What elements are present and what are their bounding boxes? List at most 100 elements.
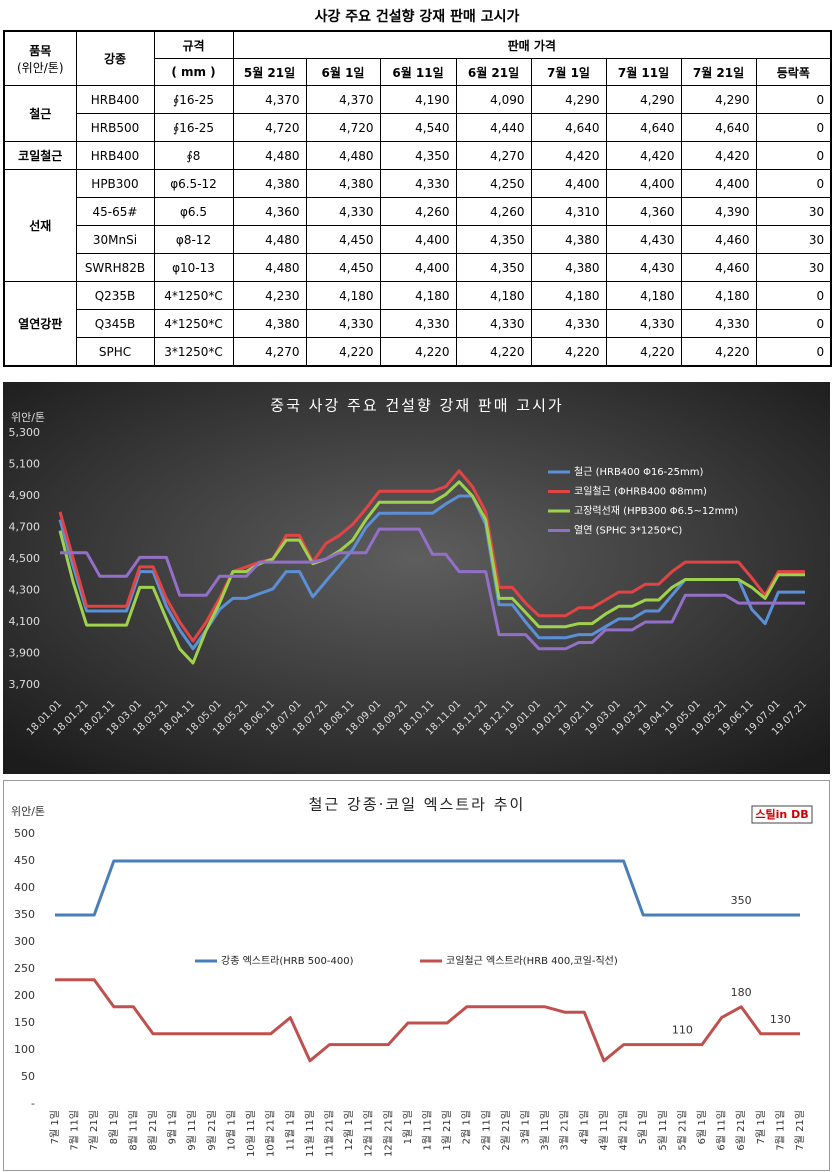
table-row: 30MnSi φ8-12 4,480 4,450 4,400 4,350 4,380 4,43… [4,225,832,254]
table-title: 사강 주요 건설향 강재 판매 고시가 [314,9,520,25]
y-tick-label: - [31,1097,35,1110]
price-cell: 4,330 [455,309,532,338]
group-cell: 열연강판 [3,281,77,367]
legend-label: 코일철근 엑스트라(HRB 400,코일-직선) [446,955,618,967]
y-tick-label: 4,500 [9,552,41,565]
group-cell: 코일철근 [3,141,77,170]
price-cell: 4,370 [232,85,307,114]
price-cell: 30 [755,225,832,254]
x-tick-label: 8월 1일 [108,1110,120,1144]
series-line [55,859,800,917]
price-cell: 0 [755,309,832,338]
table-row: 45-65# φ6.5 4,360 4,330 4,260 4,260 4,310 4,360… [4,197,832,226]
legend-label: 열연 (SPHC 3*1250*C) [574,525,682,537]
price-cell: 4,400 [379,253,457,282]
x-tick-label: 1월 1일 [402,1110,414,1144]
price-cell: 4,180 [305,281,381,310]
x-tick-label: 7월 1일 [49,1110,61,1144]
price-cell: 4,420 [530,141,607,170]
cell: 4*1250*C [153,281,234,310]
x-tick-label: 6월 11일 [716,1110,728,1151]
price-cell: 4,460 [680,253,757,282]
cell: φ6.5 [153,197,234,226]
legend-label: 고장력선재 (HPB300 Φ6.5~12mm) [574,505,738,517]
price-cell: 4,430 [605,225,682,254]
header-cell: 7월 11일 [605,58,682,86]
cell: Q345B [75,309,155,338]
x-tick-label: 1월 11일 [422,1110,434,1151]
price-cell: 4,260 [455,197,532,226]
price-cell: 4,220 [530,337,607,367]
cell: ∮8 [153,141,234,170]
price-cell: 4,220 [305,337,381,367]
x-tick-label: 6월 21일 [735,1110,747,1151]
price-cell: 4,180 [605,281,682,310]
y-tick-label: 450 [14,854,35,867]
price-cell: 4,180 [455,281,532,310]
x-tick-label: 1월 21일 [441,1110,453,1151]
price-cell: 4,380 [232,309,307,338]
header-text: (위안/톤) [16,60,64,75]
cell: 30MnSi [75,225,155,254]
header-cell: 등락폭 [755,58,832,86]
legend-label: 철근 (HRB400 Φ16-25mm) [574,466,703,478]
price-cell: 4,180 [530,281,607,310]
series-line [58,480,805,665]
header-cell: 7월 21일 [680,58,757,86]
y-tick-label: 3,700 [9,678,41,691]
price-cell: 4,480 [232,225,307,254]
y-tick-label: 4,700 [9,521,41,534]
y-tick-label: 100 [14,1043,35,1056]
price-cell: 30 [755,253,832,282]
header-cell: 품목 (위안/톤) [3,30,77,86]
series-line [58,494,805,651]
x-tick-label: 9월 11일 [186,1110,198,1151]
x-tick-label: 7월 11일 [69,1110,81,1151]
price-cell: 30 [755,197,832,226]
y-axis-label: 위안/톤 [11,411,45,424]
x-tick-label: 2월 1일 [461,1110,473,1144]
price-cell: 4,330 [605,309,682,338]
price-cell: 4,260 [379,197,457,226]
series-line [60,527,805,651]
table-row: HRB500 ∮16-25 4,720 4,720 4,540 4,440 4,640 4,6… [4,113,832,142]
logo-box [751,805,813,824]
price-cell: 4,360 [605,197,682,226]
price-cell: 4,360 [232,197,307,226]
price-cell: 4,480 [232,253,307,282]
x-tick-label: 2월 21일 [500,1110,512,1151]
logo: 스틸in DB [755,808,808,821]
price-cell: 4,220 [379,337,457,367]
x-tick-label: 10월 21일 [265,1110,277,1157]
table-row: SWRH82B φ10-13 4,480 4,450 4,400 4,350 4,380 4,… [4,253,832,282]
y-tick-label: 300 [14,935,35,948]
cell: ∮16-25 [153,113,234,142]
data-label: 110 [672,1024,693,1037]
y-tick-label: 250 [14,962,35,975]
x-tick-label: 9월 1일 [167,1110,179,1144]
data-label: 130 [770,1013,791,1026]
cell: φ6.5-12 [153,169,234,198]
x-tick-label: 7월 11일 [774,1110,786,1151]
chart-title: 철근 강종·코일 엑스트라 추이 [309,796,526,814]
price-cell: 4,350 [455,253,532,282]
x-tick-label: 11월 21일 [323,1110,335,1157]
price-cell: 4,380 [530,253,607,282]
y-tick-label: 50 [21,1070,35,1083]
table-row: SPHC 3*1250*C 4,270 4,220 4,220 4,220 4,220 4,2… [4,337,832,367]
x-tick-label: 7월 21일 [88,1110,100,1151]
x-tick-label: 3월 11일 [539,1110,551,1151]
x-tick-label: 5월 21일 [676,1110,688,1151]
x-tick-label: 6월 1일 [696,1110,708,1144]
y-tick-label: 4,300 [9,584,41,597]
price-cell: 4,220 [680,337,757,367]
chart-title: 중국 사강 주요 건설향 강재 판매 고시가 [270,397,563,415]
price-cell: 4,270 [455,141,532,170]
y-tick-label: 3,900 [9,647,41,660]
cell: 4*1250*C [153,309,234,338]
header-cell: 6월 1일 [305,58,381,86]
table-row: 코일철근 HRB400 ∮8 4,480 4,480 4,350 4,270 4,420 4,4… [3,141,832,170]
price-cell: 4,480 [305,141,381,170]
